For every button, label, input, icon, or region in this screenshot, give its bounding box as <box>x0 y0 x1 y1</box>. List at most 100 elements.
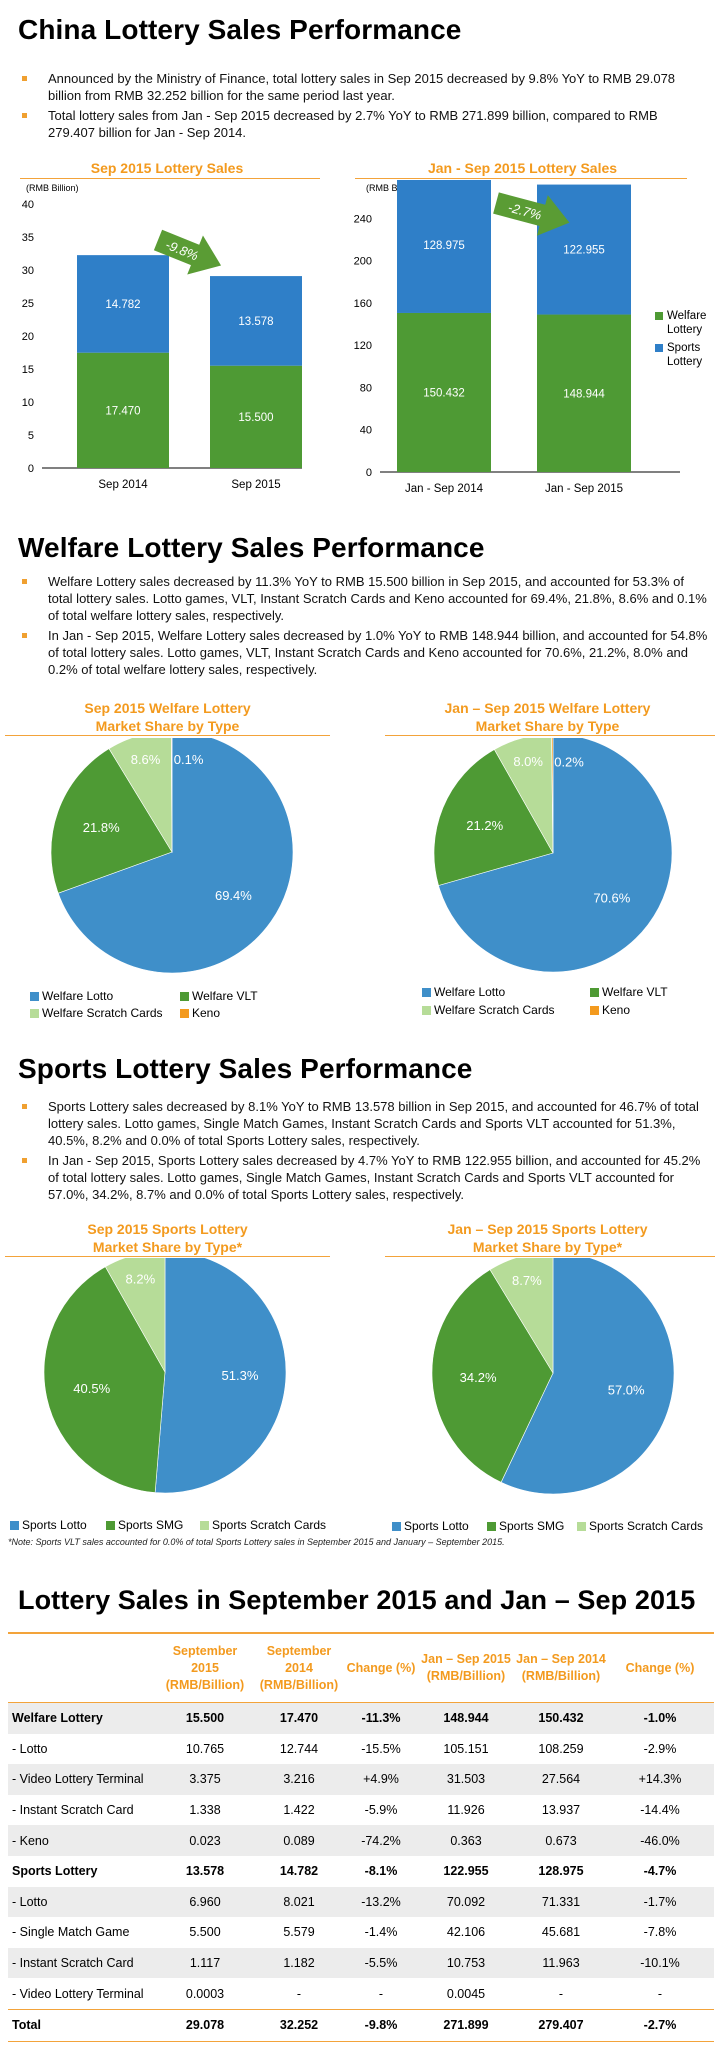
legend-swatch <box>487 1522 496 1531</box>
x-tick-label: Sep 2014 <box>98 479 148 491</box>
bar-chart-2-title: Jan - Sep 2015 Lottery Sales <box>427 160 618 176</box>
table-cell: 11.963 <box>516 1947 606 1979</box>
legend-swatch <box>655 312 663 320</box>
table-cell: -1.7% <box>606 1886 714 1918</box>
bar-welfare <box>210 365 302 468</box>
table-cell: 10.753 <box>416 1947 516 1979</box>
legend-swatch <box>590 988 599 997</box>
table-cell: 15.500 <box>158 1702 252 1734</box>
arrow-shape <box>493 192 570 236</box>
pie-title-line: Market Share by Type* <box>92 1239 243 1255</box>
table-cell: 3.216 <box>252 1764 346 1795</box>
pie-slice <box>170 738 173 853</box>
bullet-text: Welfare Lottery sales decreased by 11.3%… <box>48 574 707 623</box>
bar-value-label: 122.955 <box>563 245 605 257</box>
bar-sports <box>210 276 302 366</box>
table-cell: -2.7% <box>643 2018 677 2033</box>
y-tick-label: 80 <box>360 382 372 394</box>
title-rule <box>5 735 330 736</box>
pie-slice <box>104 1258 166 1374</box>
table-cell: 0.023 <box>158 1825 252 1856</box>
table-title: Lottery Sales in September 2015 and Jan … <box>18 1585 696 1615</box>
bar-sports <box>397 180 491 313</box>
bullet-item: Sports Lottery sales decreased by 8.1% Y… <box>18 1098 708 1149</box>
bullet-text: Announced by the Ministry of Finance, to… <box>48 71 676 103</box>
table-cell: 122.955 <box>443 1864 489 1879</box>
x-tick-label: Jan - Sep 2014 <box>405 483 484 495</box>
y-tick-label: 25 <box>22 298 34 310</box>
bar-value-label: 14.782 <box>105 299 140 311</box>
table-cell: 0.0045 <box>446 1986 486 2001</box>
table-cell: 29.078 <box>185 2018 225 2033</box>
legend-label: Welfare Lotto <box>42 989 114 1003</box>
table-cell: -7.8% <box>643 1925 677 1940</box>
table-cell: 12.744 <box>279 1741 319 1756</box>
bullet-text: In Jan - Sep 2015, Welfare Lottery sales… <box>48 628 708 677</box>
pie-value-label: 34.2% <box>460 1370 497 1385</box>
y-tick-label: 160 <box>354 298 372 310</box>
table-cell: 148.944 <box>416 1702 516 1734</box>
pie-slice <box>154 1258 287 1494</box>
bar-chart-sep: (RMB Billion) 0 5 10 15 20 25 30 35 40 17.470 14.78… <box>22 183 302 491</box>
y-tick-label: 35 <box>22 232 34 244</box>
bar-welfare <box>537 314 631 472</box>
column-header: September 2014 (RMB/Billion) <box>259 1643 339 1692</box>
table-cell: 0.089 <box>252 1825 346 1856</box>
legend-item: Sports Lotto <box>10 1518 87 1532</box>
legend-label: Welfare Scratch Cards <box>434 1003 555 1017</box>
bullet-marker <box>22 1104 27 1109</box>
table-row: - Video Lottery Terminal 3.375 3.216 +4.9% 3… <box>8 1764 714 1795</box>
table-cell: -10.1% <box>606 1947 714 1979</box>
table-row: - Instant Scratch Card 1.117 1.182 -5.5% 10.… <box>8 1947 714 1979</box>
table-row: Sports Lottery 13.578 14.782 -8.1% 122.955 12… <box>8 1856 714 1887</box>
column-header: Jan – Sep 2014 (RMB/Billion) <box>516 1652 606 1683</box>
pie-slice <box>431 1269 554 1483</box>
bar-value-label: 128.975 <box>423 240 465 252</box>
table-cell: 3.375 <box>158 1764 252 1795</box>
y-tick-label: 40 <box>22 199 34 211</box>
table-cell: 279.407 <box>538 2018 584 2033</box>
pie-slice <box>500 1258 675 1495</box>
pie-value-label: 8.0% <box>513 754 543 769</box>
pie-chart-welfare-sep: 69.4% 21.8% 8.6% 0.1% <box>50 738 294 974</box>
table-body: Welfare Lottery 15.500 17.470 -11.3% 148.944… <box>8 1702 714 2042</box>
pie-value-label: 21.8% <box>83 820 120 835</box>
legend-label: Sports SMG <box>499 1519 565 1533</box>
legend-label: Sports SMG <box>118 1518 184 1532</box>
y-tick-label: 240 <box>354 213 372 225</box>
china-bullets: Announced by the Ministry of Finance, to… <box>18 70 708 144</box>
legend-item: Welfare VLT <box>180 989 258 1003</box>
table-cell: 0.363 <box>416 1825 516 1856</box>
bullet-text: In Jan - Sep 2015, Sports Lottery sales … <box>48 1153 701 1202</box>
pie-slice <box>43 1266 166 1493</box>
table-row: - Instant Scratch Card 1.338 1.422 -5.9% 11.… <box>8 1795 714 1826</box>
table-cell: 5.579 <box>283 1925 315 1940</box>
pie-title-line: Market Share by Type* <box>472 1239 623 1255</box>
y-tick-label: 15 <box>22 364 34 376</box>
legend-label: Lottery <box>667 324 702 336</box>
table-cell: -14.4% <box>640 1803 680 1818</box>
title-rule <box>5 1256 330 1257</box>
table-cell: 0.0003 <box>185 1986 225 2001</box>
column-header: September 2015 (RMB/Billion) <box>165 1643 245 1692</box>
pie-slice <box>551 738 554 854</box>
pie-1-title: Sep 2015 Welfare Lottery Market Share by … <box>20 699 315 735</box>
footnote: *Note: Sports VLT sales accounted for 0.… <box>8 1537 505 1547</box>
table-cell: 42.106 <box>446 1925 486 1940</box>
y-tick-label: 0 <box>28 463 34 475</box>
pie-slice <box>57 738 294 974</box>
table-cell: 70.092 <box>416 1886 516 1918</box>
legend-swatch <box>655 344 663 352</box>
pie-slice <box>50 748 173 894</box>
y-axis-label: (RMB Billion) <box>366 183 419 193</box>
table-cell: - <box>558 1986 564 2001</box>
x-tick-label: Sep 2015 <box>231 479 280 491</box>
pie-title-line: Sep 2015 Sports Lottery <box>87 1221 248 1237</box>
table-row: - Lotto 6.960 8.021 -13.2% 70.092 71.331 -1.7% <box>8 1886 714 1918</box>
table-cell: -46.0% <box>606 1825 714 1856</box>
table-cell: 271.899 <box>443 2018 489 2033</box>
table-cell: 45.681 <box>541 1925 581 1940</box>
legend-label: Welfare Lotto <box>434 985 506 999</box>
title-rule <box>20 178 320 179</box>
pie-title-line: Jan – Sep 2015 Sports Lottery <box>447 1221 648 1237</box>
